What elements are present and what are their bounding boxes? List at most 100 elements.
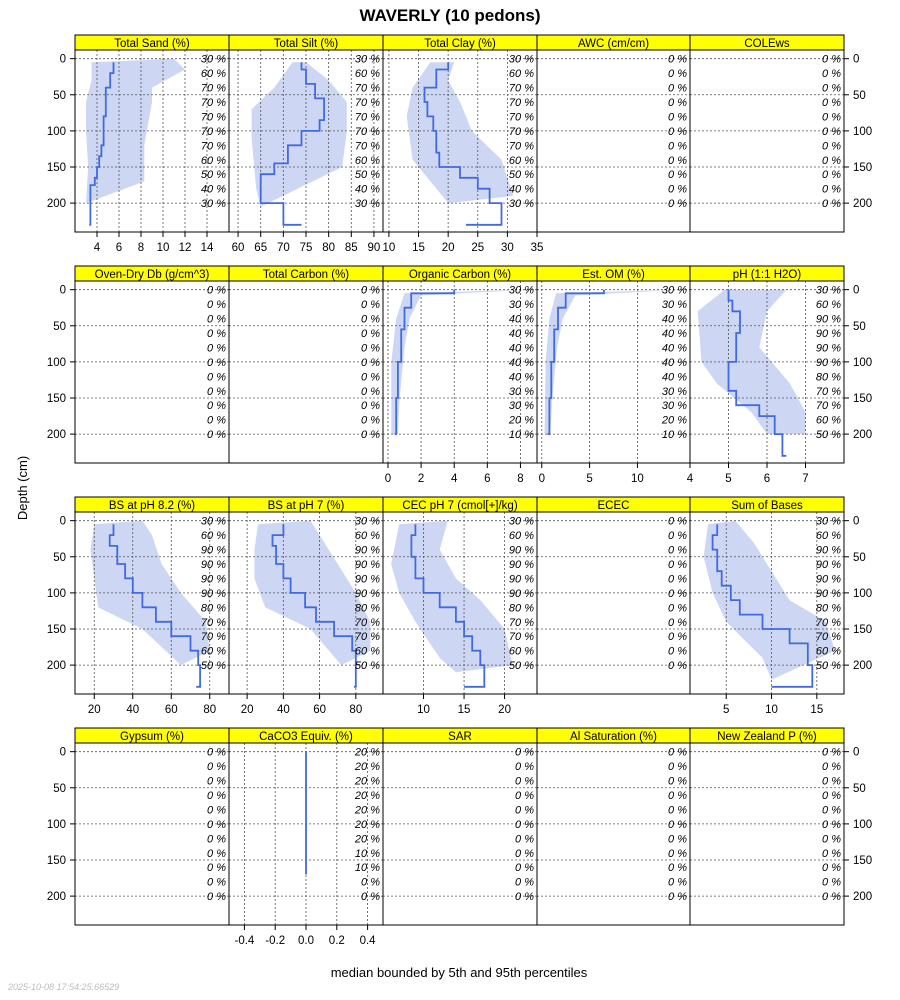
panel-3: Total Clay (%) 30 % 60 % 70 % 70 % 70 % 70 % 70… [382, 34, 543, 254]
depth-axis-row-3: 0 0 50 50 100 100 150 150 200 200 [47, 516, 872, 672]
pct-label: 0 % [822, 97, 841, 109]
panel-frame [74, 280, 230, 464]
percentile-band [703, 520, 835, 680]
pct-label: 0 % [822, 111, 841, 123]
x-tick-label: 70 [277, 242, 290, 254]
strip-label: pH (1:1 H2O) [733, 269, 802, 281]
strip-label: Gypsum (%) [120, 731, 184, 743]
timestamp: 2025-10-08 17:54:25.66529 [7, 982, 119, 992]
pct-label: 80 % [509, 602, 534, 614]
pct-label: 40 % [662, 328, 687, 340]
pct-label: 30 % [816, 285, 841, 297]
pct-label: 0 % [515, 790, 534, 802]
percentile-band [406, 62, 514, 204]
pct-label: 40 % [509, 314, 534, 326]
pct-label: 0 % [207, 328, 226, 340]
panel-18: SAR 0 % 0 % 0 % 0 % 0 % 0 % 0 % 0 % 0 % 0 % 0 % [382, 727, 538, 926]
pct-label: 90 % [816, 342, 841, 354]
pct-label: 0 % [668, 184, 687, 196]
median-line [89, 62, 115, 226]
pct-label: 0 % [822, 126, 841, 138]
pct-label: 60 % [355, 68, 380, 80]
y-tick-label-right: 200 [853, 198, 872, 210]
pct-label: 0 % [668, 617, 687, 629]
depth-axis-row-2: 0 0 50 50 100 100 150 150 200 200 [47, 285, 872, 441]
panel-1: Total Sand (%) 30 % 60 % 70 % 70 % 70 % 70 % 70… [74, 34, 230, 254]
y-tick-label-right: 100 [853, 588, 872, 600]
pct-label: 0 % [668, 573, 687, 585]
y-tick-label: 50 [53, 321, 66, 333]
y-tick-label-right: 150 [853, 393, 872, 405]
x-tick-label: 20 [498, 704, 511, 716]
y-tick-label-right: 200 [853, 891, 872, 903]
pct-label: 50 % [355, 169, 380, 181]
panel-20: New Zealand P (%) 0 % 0 % 0 % 0 % 0 % 0 % 0 % 0 … [689, 727, 845, 926]
pct-label: 60 % [355, 646, 380, 658]
y-tick-label-right: 150 [853, 855, 872, 867]
pct-label: 30 % [355, 198, 380, 210]
panel-11: BS at pH 8.2 (%) 30 % 60 % 90 % 90 % 90 % 90 %… [74, 496, 230, 716]
pct-label: 70 % [201, 617, 226, 629]
x-tick-label: 30 [501, 242, 514, 254]
pct-label: 50 % [201, 169, 226, 181]
pct-label: 0 % [207, 415, 226, 427]
x-tick-label: 0.0 [298, 935, 314, 947]
x-tick-label: 15 [458, 704, 471, 716]
pct-label: 0 % [515, 877, 534, 889]
pct-label: 90 % [201, 545, 226, 557]
panel-7: Total Carbon (%) 0 % 0 % 0 % 0 % 0 % 0 % 0 % 0 %… [228, 265, 384, 464]
depth-axis-row-4: 0 0 50 50 100 100 150 150 200 200 [47, 747, 872, 903]
pct-label: 0 % [207, 747, 226, 759]
pct-label: 20 % [354, 747, 380, 759]
pct-label: 90 % [509, 545, 534, 557]
pct-label: 10 % [662, 429, 687, 441]
pct-label: 60 % [816, 299, 841, 311]
pct-label: 90 % [816, 357, 841, 369]
pct-label: 0 % [822, 790, 841, 802]
pct-label: 60 % [509, 68, 534, 80]
pct-label: 50 % [816, 429, 841, 441]
pct-label: 70 % [355, 97, 380, 109]
median-line [394, 289, 456, 435]
pct-label: 50 % [509, 169, 534, 181]
pct-label: 20 % [354, 819, 380, 831]
pct-label: 30 % [509, 54, 534, 66]
pct-label: 70 % [816, 386, 841, 398]
median-line [711, 524, 814, 688]
pct-label: 70 % [355, 126, 380, 138]
pct-label: 0 % [668, 83, 687, 95]
pct-label: 0 % [207, 761, 226, 773]
pct-label: 90 % [201, 573, 226, 585]
pct-label: 0 % [668, 155, 687, 167]
pct-label: 0 % [361, 371, 380, 383]
pct-label: 0 % [515, 819, 534, 831]
median-line [108, 524, 201, 688]
x-tick-label: 7 [802, 473, 808, 485]
x-tick-label: 6 [116, 242, 122, 254]
pct-label: 0 % [668, 126, 687, 138]
pct-label: 30 % [509, 198, 534, 210]
x-tick-label: 90 [368, 242, 381, 254]
percentile-band [544, 289, 681, 435]
x-tick-label: 15 [412, 242, 425, 254]
y-tick-label-right: 200 [853, 429, 872, 441]
pct-label: 20 % [354, 790, 380, 802]
pct-label: 30 % [662, 285, 687, 297]
percentile-band [391, 289, 529, 435]
x-tick-label: 6 [484, 473, 490, 485]
x-tick-label: 5 [586, 473, 592, 485]
pct-label: 10 % [355, 862, 380, 874]
pct-label: 40 % [662, 371, 687, 383]
pct-label: 0 % [822, 54, 841, 66]
strip-label: Total Silt (%) [274, 38, 339, 50]
pct-label: 90 % [355, 588, 380, 600]
panel-frame [689, 280, 845, 464]
pct-label: 0 % [207, 891, 226, 903]
y-tick-label: 100 [47, 588, 66, 600]
y-tick-label: 200 [47, 198, 66, 210]
y-tick-label-right: 0 [853, 54, 859, 66]
pct-label: 70 % [201, 83, 226, 95]
pct-label: 30 % [662, 400, 687, 412]
pct-label: 0 % [822, 83, 841, 95]
